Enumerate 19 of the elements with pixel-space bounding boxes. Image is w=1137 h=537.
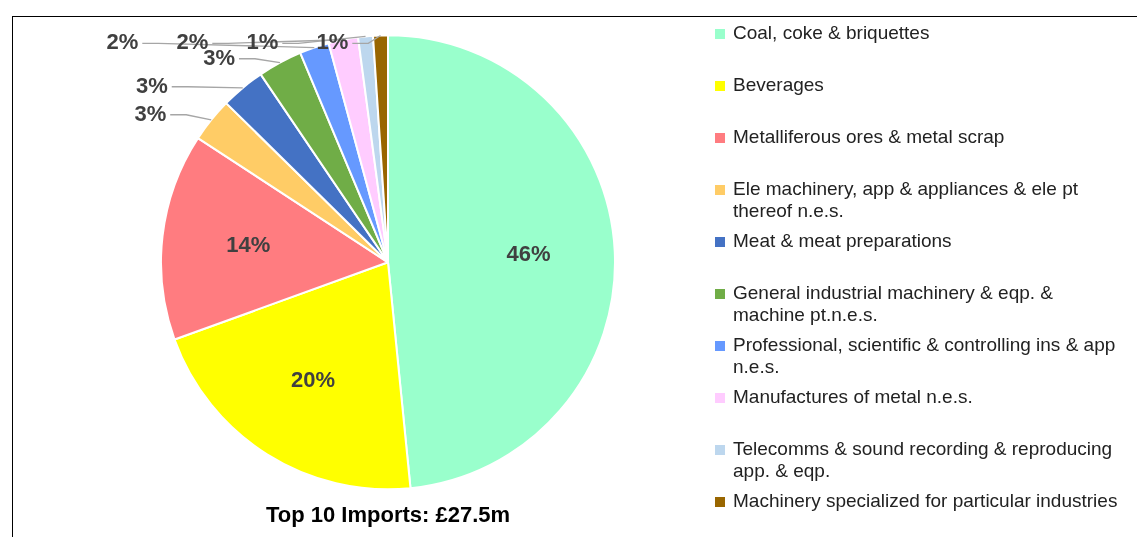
- legend-label: Manufactures of metal n.e.s.: [733, 386, 973, 408]
- legend-label: Machinery specialized for particular industries: [733, 490, 1118, 512]
- text: Top 10 Imports: £27.5m: [265, 501, 511, 527]
- legend-label: General industrial machinery & eqp. & machine pt.n.e.s.: [733, 282, 1054, 326]
- data-label: 3%: [135, 72, 168, 98]
- legend-label: Professional, scientific & controlling ins & app n.e.s.: [733, 334, 1117, 378]
- legend-label: Meat & meat preparations: [733, 230, 952, 252]
- data-label: 3%: [134, 100, 167, 126]
- data-label: 46%: [506, 241, 551, 267]
- legend-label: Coal, coke & briquettes: [733, 22, 930, 44]
- legend-label: Beverages: [733, 74, 824, 96]
- data-label: 1%: [246, 29, 279, 55]
- legend-label: Metalliferous ores & metal scrap: [733, 126, 1005, 148]
- data-label: 14%: [226, 232, 271, 258]
- legend-label: Telecomms & sound recording & reproducing app. & eqp.: [733, 438, 1114, 482]
- legend-label: Ele machinery, app & appliances & ele pt thereof n.e.s.: [733, 178, 1079, 222]
- data-label: 20%: [290, 367, 335, 393]
- data-label: 2%: [106, 29, 139, 55]
- data-label: 1%: [316, 29, 349, 55]
